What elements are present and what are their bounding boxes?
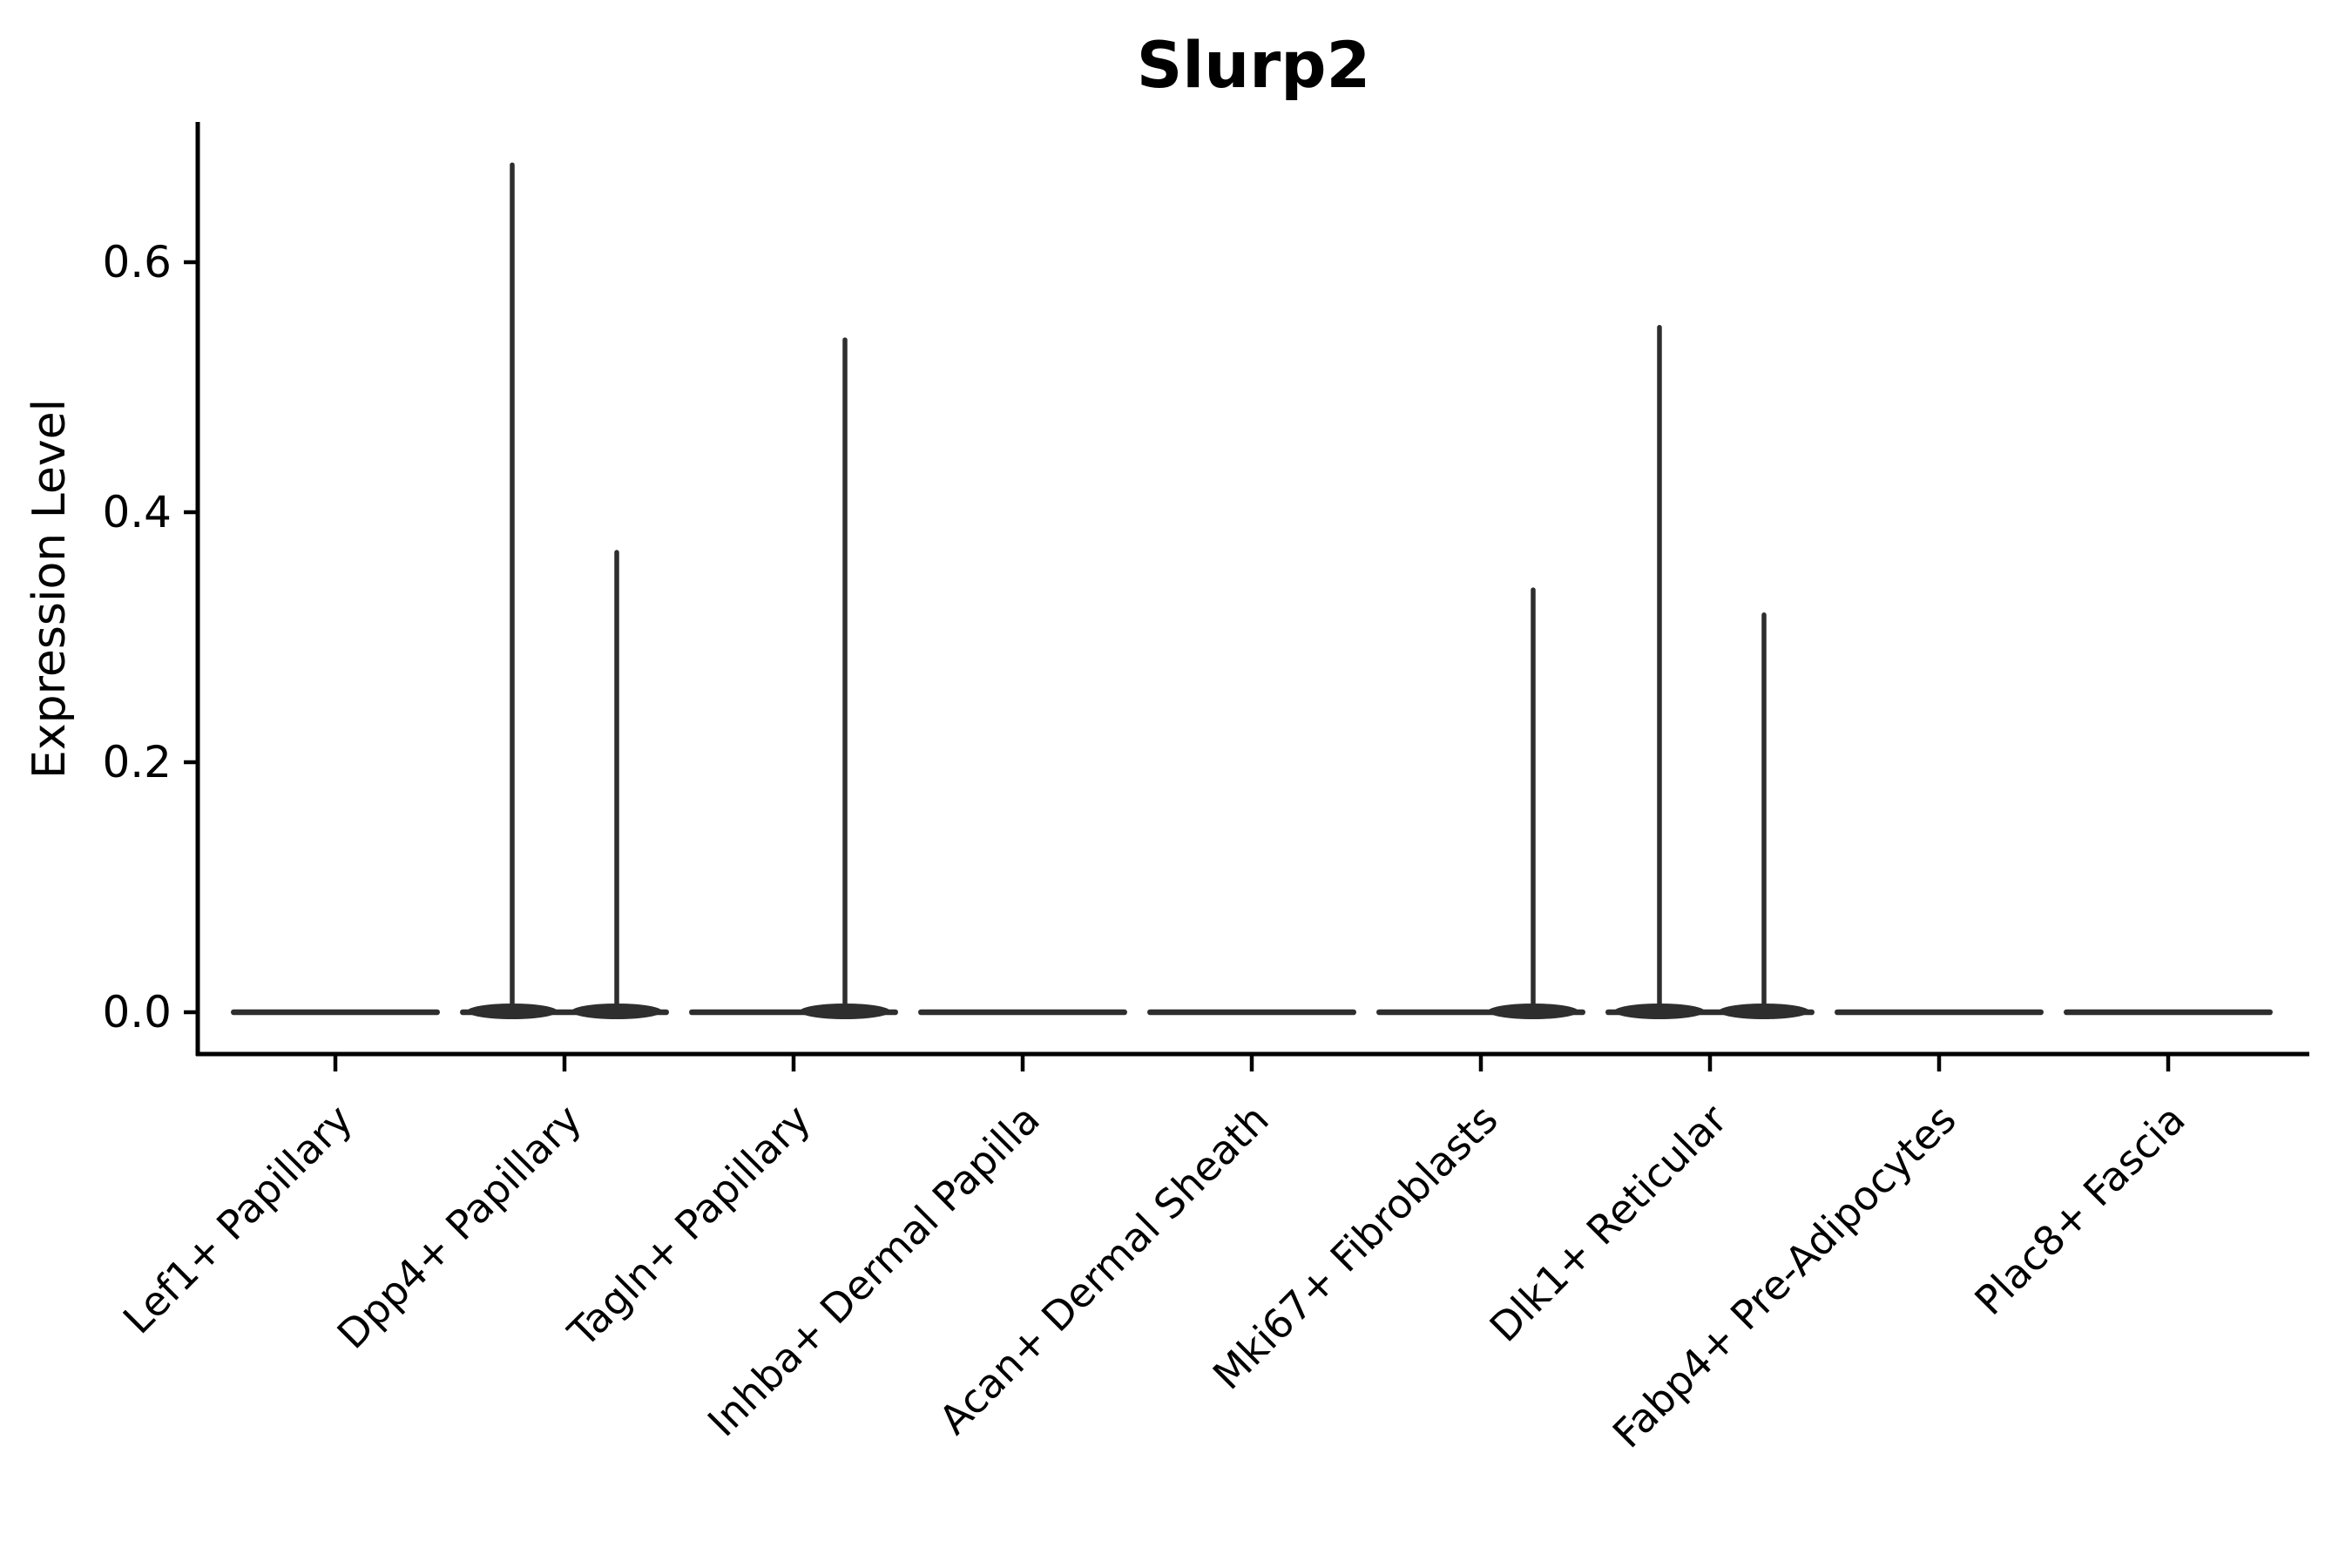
- violin: [1605, 325, 1815, 1019]
- violin-base: [1835, 1009, 2044, 1016]
- y-axis-ticks: 0.0 0.2 0.4 0.6: [102, 237, 198, 1037]
- violin-base: [918, 1009, 1127, 1016]
- violin-base: [2064, 1009, 2273, 1016]
- y-tick-label: 0.4: [102, 487, 172, 537]
- violin: [1376, 587, 1585, 1019]
- x-tick-label: Tagln+ Papillary: [558, 1096, 820, 1357]
- violin: [918, 1009, 1127, 1016]
- chart-title: Slurp2: [1137, 29, 1371, 103]
- x-tick-label: Plac8+ Fascia: [1965, 1096, 2193, 1324]
- y-tick-label: 0.2: [102, 737, 172, 787]
- y-axis-label: Expression Level: [24, 399, 76, 779]
- violin: [1147, 1009, 1356, 1016]
- violin: [1835, 1009, 2044, 1016]
- violin: [2064, 1009, 2273, 1016]
- violin: [460, 162, 669, 1019]
- y-tick-label: 0.0: [102, 987, 172, 1037]
- violin: [231, 1009, 440, 1016]
- y-tick-label: 0.6: [102, 237, 172, 287]
- violin: [689, 337, 898, 1019]
- x-tick-label: Dlk1+ Reticular: [1481, 1096, 1736, 1351]
- x-tick-label: Dpp4+ Papillary: [328, 1096, 591, 1358]
- violins: [231, 162, 2273, 1019]
- violin-base: [231, 1009, 440, 1016]
- violin-base: [1147, 1009, 1356, 1016]
- x-tick-label: Lef1+ Papillary: [114, 1096, 362, 1343]
